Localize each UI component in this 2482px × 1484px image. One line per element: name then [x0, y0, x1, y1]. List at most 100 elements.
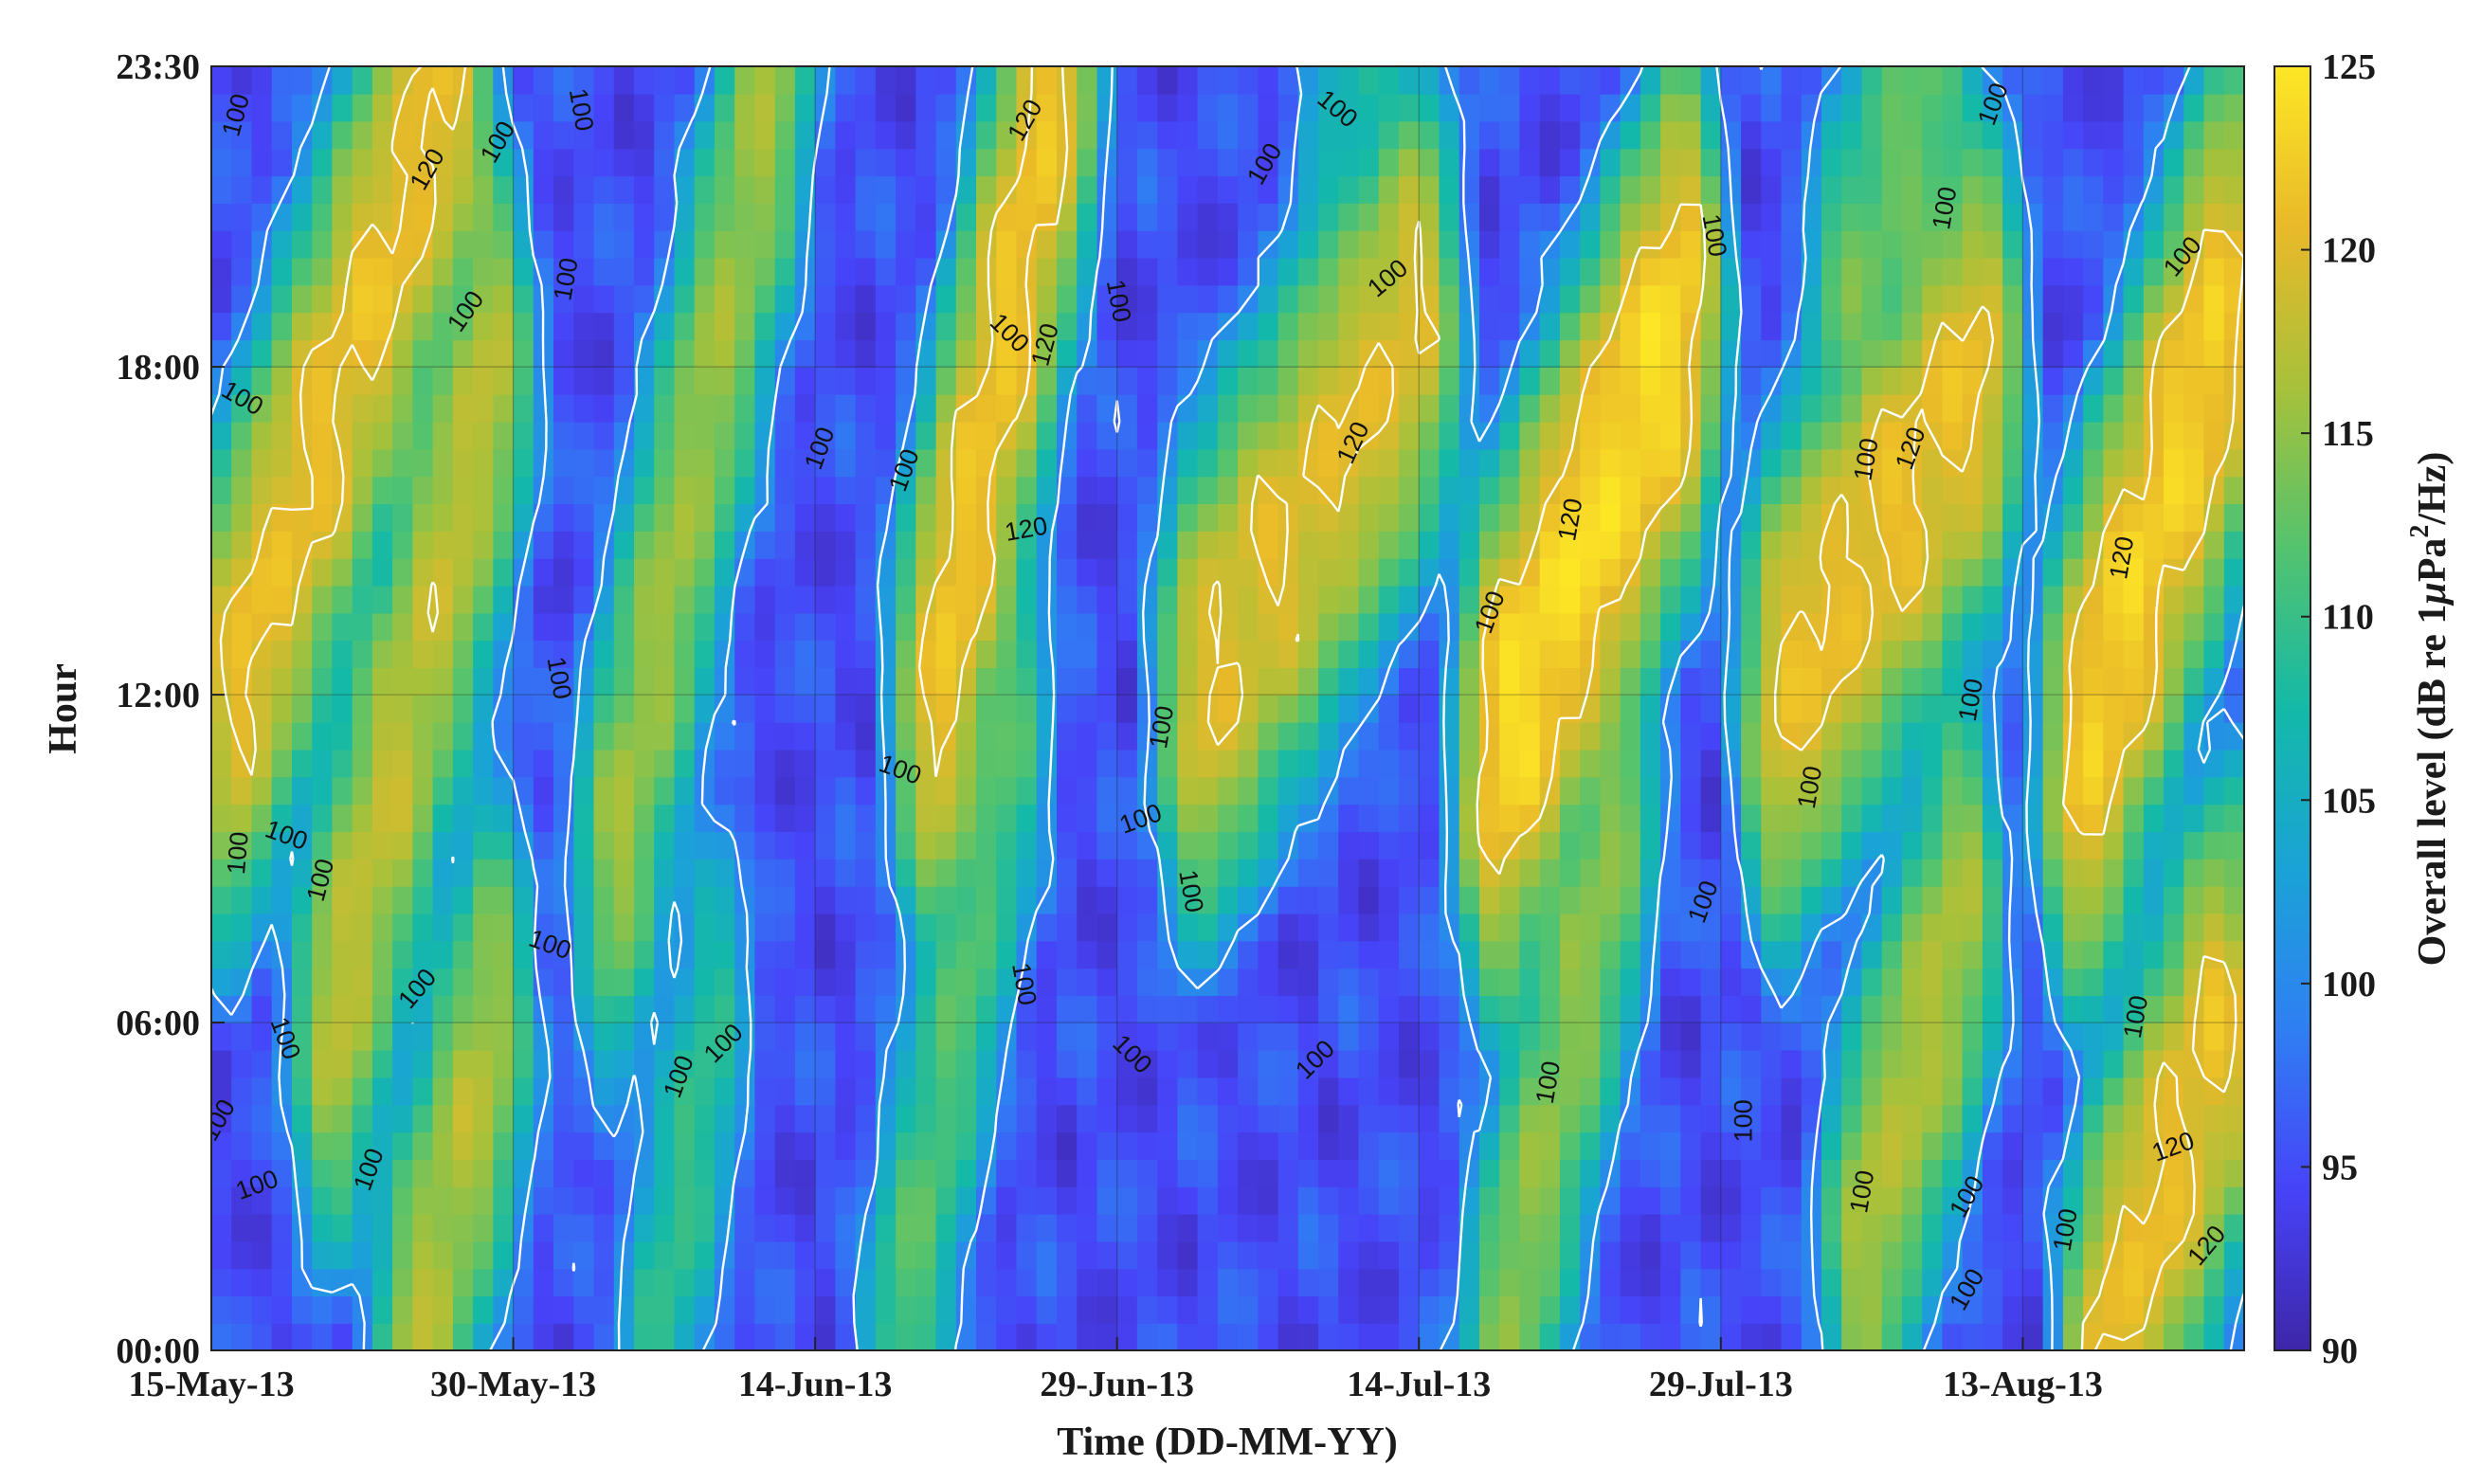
heat-cell	[1399, 1323, 1420, 1350]
heat-cell	[734, 1159, 756, 1187]
heat-cell	[976, 476, 997, 504]
heat-cell	[1761, 1159, 1783, 1187]
heat-cell	[875, 940, 897, 969]
heat-cell	[432, 885, 454, 914]
heat-cell	[1982, 1131, 2003, 1160]
heat-cell	[231, 640, 253, 668]
heat-cell	[1761, 968, 1783, 996]
heat-cell	[553, 394, 574, 423]
heat-cell	[1559, 1268, 1581, 1297]
heat-cell	[2203, 93, 2225, 122]
heat-cell	[251, 612, 273, 642]
heat-cell	[1861, 312, 1883, 341]
heat-cell	[412, 284, 434, 314]
heat-cell	[613, 640, 635, 668]
heat-cell	[1238, 557, 1259, 587]
heat-cell	[996, 1159, 1018, 1187]
heat-cell	[292, 1104, 313, 1133]
heat-cell	[231, 1104, 253, 1133]
heat-cell	[2183, 367, 2205, 395]
heat-cell	[332, 612, 353, 642]
heat-cell	[2083, 93, 2105, 122]
heat-cell	[1781, 203, 1803, 231]
heat-cell	[1157, 995, 1179, 1023]
heat-cell	[1217, 230, 1239, 259]
heat-cell	[593, 1159, 615, 1187]
heat-cell	[915, 230, 937, 259]
heat-cell	[1479, 230, 1500, 259]
heat-cell	[1580, 1186, 1602, 1215]
heat-cell	[1297, 66, 1319, 95]
heat-cell	[654, 1295, 676, 1324]
heat-cell	[1116, 394, 1138, 423]
heat-cell	[613, 612, 635, 642]
heat-cell	[371, 1023, 393, 1051]
heat-cell	[1238, 93, 1259, 122]
heat-cell	[654, 695, 676, 723]
heat-cell	[634, 230, 655, 259]
heat-cell	[1177, 557, 1199, 587]
heat-cell	[1539, 695, 1561, 723]
heat-cell	[1841, 1240, 1863, 1270]
heat-cell	[1499, 557, 1521, 587]
heat-cell	[734, 585, 756, 614]
heat-cell	[1620, 1323, 1641, 1350]
heat-cell	[2022, 93, 2044, 122]
heat-cell	[1559, 695, 1581, 723]
heat-cell	[1338, 776, 1360, 805]
heat-cell	[1197, 859, 1219, 887]
heat-cell	[1399, 1186, 1420, 1215]
heat-cell	[452, 503, 474, 532]
heat-cell	[2183, 1104, 2205, 1133]
heat-cell	[2183, 93, 2205, 122]
heat-cell	[2103, 1295, 2125, 1324]
heat-cell	[654, 93, 676, 122]
heat-cell	[915, 831, 937, 860]
heat-cell	[251, 339, 273, 368]
heat-cell	[2002, 367, 2024, 395]
heat-cell	[875, 585, 897, 614]
heat-cell	[1057, 1213, 1078, 1242]
heat-cell	[1057, 93, 1078, 122]
heat-cell	[976, 1186, 997, 1215]
heat-cell	[996, 557, 1018, 587]
heat-cell	[935, 859, 957, 887]
heat-cell	[714, 1131, 735, 1160]
heat-cell	[1499, 859, 1521, 887]
heat-cell	[1116, 339, 1138, 368]
heat-cell	[1096, 940, 1118, 969]
heat-cell	[2164, 1159, 2184, 1187]
heat-cell	[2062, 1213, 2084, 1242]
heat-cell	[794, 284, 816, 314]
heat-cell	[493, 175, 515, 204]
heat-cell	[2002, 257, 2024, 286]
heat-cell	[1539, 93, 1561, 122]
heat-cell	[1861, 1240, 1883, 1270]
heat-cell	[654, 367, 676, 395]
heat-cell	[1881, 885, 1903, 914]
heat-cell	[2164, 66, 2184, 95]
heat-cell	[1378, 257, 1400, 286]
heat-cell	[2002, 612, 2024, 642]
heat-cell	[1096, 968, 1118, 996]
heat-cell	[1922, 695, 1944, 723]
heat-cell	[1157, 257, 1179, 286]
heat-cell	[1297, 448, 1319, 478]
heat-cell	[1680, 1295, 1702, 1324]
heat-cell	[654, 968, 676, 996]
heat-cell	[2123, 367, 2145, 395]
heat-cell	[2203, 339, 2225, 368]
heat-cell	[1881, 312, 1903, 341]
heat-cell	[2183, 503, 2205, 532]
heat-cell	[412, 503, 434, 532]
heat-cell	[2022, 612, 2044, 642]
heat-cell	[694, 120, 716, 150]
heat-cell	[533, 120, 554, 150]
heat-cell	[1297, 230, 1319, 259]
heat-cell	[694, 612, 716, 642]
heat-cell	[2083, 421, 2105, 450]
heat-cell	[1881, 93, 1903, 122]
heat-cell	[1157, 557, 1179, 587]
heat-cell	[1036, 312, 1058, 341]
heat-cell	[613, 503, 635, 532]
